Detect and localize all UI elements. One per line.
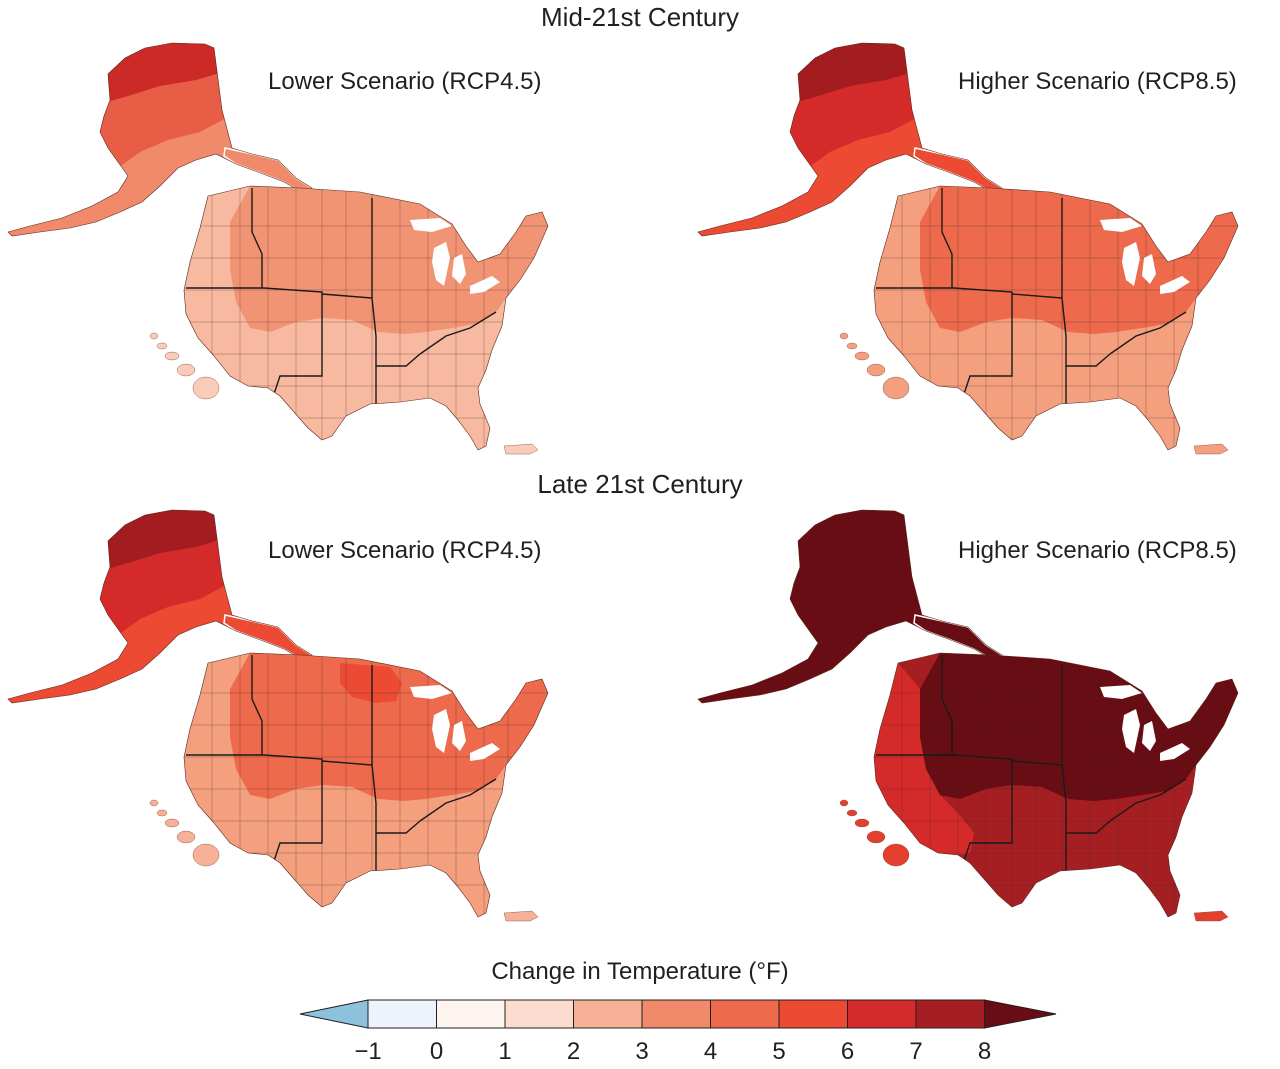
colorbar-under-arrow [299,999,369,1029]
great-lake [452,254,466,284]
contiguous-us-region [874,653,1238,917]
great-lake [1100,218,1142,232]
map-panel-mid-higher: Higher Scenario (RCP8.5) [690,36,1280,486]
hawaii-islands [149,332,220,400]
contiguous-us-region [184,186,548,450]
scenario-label: Higher Scenario (RCP8.5) [958,68,1237,95]
hawaii-islands [149,799,220,867]
map-panel-mid-lower: Lower Scenario (RCP4.5) [0,36,640,486]
great-lake [410,685,452,699]
contiguous-us-region [874,186,1238,450]
colorbar-bin [573,999,643,1029]
colorbar-tick-label: 7 [909,1038,923,1065]
us-temperature-map [697,42,1239,455]
colorbar-tick-label: 0 [429,1038,444,1065]
colorbar-tick-label: 3 [635,1038,649,1065]
colorbar-tick-label: 1 [498,1038,512,1065]
colorbar-tick-label: 2 [566,1038,581,1065]
great-lake [1142,721,1156,751]
colorbar-tick-label: 8 [977,1038,992,1065]
colorbar-bin [436,999,506,1029]
colorbar-bin [915,999,985,1029]
map-panel-late-lower: Lower Scenario (RCP4.5) [0,503,640,953]
colorbar [299,999,1057,1029]
great-lake [1122,242,1140,286]
scenario-label: Lower Scenario (RCP4.5) [268,68,542,95]
temperature-legend: Change in Temperature (°F) −1 0 1 2 3 4 5 6 7 8 [0,950,1280,1069]
colorbar-bin [847,999,917,1029]
colorbar-bin [710,999,780,1029]
colorbar-tick-label: 5 [772,1038,786,1065]
puerto-rico [503,443,539,455]
great-lake [432,709,450,753]
great-lake [1160,743,1190,761]
great-lake [1160,276,1190,294]
colorbar-bin [778,999,848,1029]
puerto-rico [503,910,539,922]
colorbar-tick-label: 4 [703,1038,718,1065]
colorbar-tick-label: 6 [840,1038,855,1065]
colorbar-tick-label: −1 [354,1038,382,1065]
scenario-label: Lower Scenario (RCP4.5) [268,537,542,564]
us-temperature-map [7,42,549,455]
legend-title: Change in Temperature (°F) [491,958,789,985]
colorbar-bin [504,999,574,1029]
hawaii-islands [839,332,910,400]
colorbar-over-arrow [984,999,1057,1029]
colorbar-bin [367,999,437,1029]
contiguous-us-region [184,653,548,917]
great-lake [432,242,450,286]
great-lake [1100,685,1142,699]
great-lake [410,218,452,232]
puerto-rico [1193,910,1229,922]
top-section-title: Mid-21st Century [541,2,739,32]
hawaii-islands [839,799,910,867]
great-lake [1142,254,1156,284]
great-lake [1122,709,1140,753]
us-temperature-map [697,509,1239,922]
great-lake [470,743,500,761]
colorbar-bin [641,999,711,1029]
us-temperature-map [7,509,549,922]
puerto-rico [1193,443,1229,455]
scenario-label: Higher Scenario (RCP8.5) [958,537,1237,564]
great-lake [452,721,466,751]
great-lake [470,276,500,294]
map-panel-late-higher: Higher Scenario (RCP8.5) [690,503,1280,953]
bottom-section-title: Late 21st Century [537,469,743,499]
